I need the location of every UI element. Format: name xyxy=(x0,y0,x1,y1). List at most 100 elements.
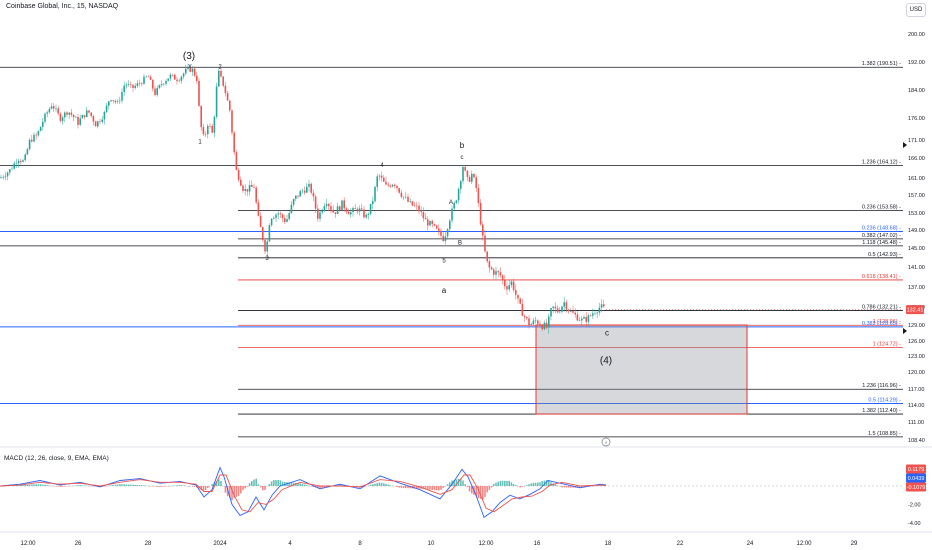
macd-hist-bar xyxy=(125,484,128,486)
macd-hist-bar xyxy=(303,484,306,486)
candle-body xyxy=(323,206,326,211)
candle-body xyxy=(105,105,108,112)
fib-label-11: 1.236 (116.96) - xyxy=(862,383,901,389)
macd-hist-bar xyxy=(376,483,378,486)
lightning-icon xyxy=(601,437,611,447)
candle-body xyxy=(578,320,581,322)
macd-hist-bar xyxy=(413,486,416,489)
time-tick-12: 12:00 xyxy=(796,541,812,547)
candle-body xyxy=(314,196,317,209)
candle-body xyxy=(50,106,53,109)
candle-body xyxy=(33,134,35,142)
candle-body xyxy=(114,100,117,103)
macd-hist-bar xyxy=(24,484,26,486)
macd-hist-bar xyxy=(471,486,473,494)
macd-hist-bar xyxy=(418,486,420,489)
candle-body xyxy=(473,173,475,178)
candle-body xyxy=(26,149,29,155)
candle-body xyxy=(490,267,493,270)
axis-marker-icon xyxy=(903,328,907,334)
macd-hist-bar xyxy=(449,482,451,486)
macd-hist-bar xyxy=(521,486,524,487)
candle-body xyxy=(110,100,112,102)
macd-hist-bar xyxy=(341,484,343,486)
candle-body xyxy=(583,317,585,319)
candle-body xyxy=(75,116,77,118)
macd-hist-bar xyxy=(275,480,277,486)
candle-body xyxy=(81,115,84,119)
macd-hist-bar xyxy=(136,484,139,486)
candle-body xyxy=(229,100,231,111)
macd-hist-bar xyxy=(48,485,51,486)
macd-hist-bar xyxy=(550,482,552,486)
macd-hist-bar xyxy=(539,482,541,486)
candle-body xyxy=(112,100,114,101)
wave-label-8: A xyxy=(449,200,453,206)
candle-body xyxy=(303,190,306,193)
macd-hist-bar xyxy=(26,484,29,486)
candle-body xyxy=(108,101,110,106)
macd-hist-bar xyxy=(273,480,275,486)
candle-body xyxy=(200,105,202,128)
time-tick-5: 8 xyxy=(358,541,362,547)
candle-body xyxy=(418,205,420,212)
macd-hist-bar xyxy=(248,483,251,486)
time-tick-3: 2024 xyxy=(213,541,227,547)
macd-hist-bar xyxy=(431,486,433,490)
macd-hist-bar xyxy=(336,484,339,486)
candle-body xyxy=(455,200,458,204)
candle-body xyxy=(345,208,348,212)
candle-body xyxy=(369,203,372,214)
macd-hist-bar xyxy=(532,482,535,486)
candle-body xyxy=(220,70,222,77)
candle-body xyxy=(42,121,44,127)
price-tick-8: 153.00 xyxy=(908,211,925,217)
candle-body xyxy=(121,92,123,101)
candle-body xyxy=(149,76,152,80)
candle-body xyxy=(251,185,253,187)
candle-body xyxy=(242,185,244,191)
macd-hist-bar xyxy=(429,486,431,490)
fib-label-4: 1.118 (145.48) - xyxy=(862,240,901,246)
candle-body xyxy=(554,306,557,309)
candle-body xyxy=(156,87,158,95)
macd-hist-bar xyxy=(200,486,202,490)
candle-body xyxy=(499,272,502,276)
macd-hist-bar xyxy=(528,484,530,486)
candle-body xyxy=(308,183,310,187)
macd-hist-bar xyxy=(435,486,438,491)
candle-body xyxy=(235,152,238,170)
candle-body xyxy=(11,168,13,170)
candle-body xyxy=(134,85,136,88)
currency-button[interactable]: USD xyxy=(906,3,926,17)
candle-body xyxy=(90,112,92,116)
candle-body xyxy=(508,285,510,290)
wave-label-10: 5 xyxy=(442,258,446,264)
candle-body xyxy=(312,192,315,197)
candle-body xyxy=(471,173,473,182)
candle-body xyxy=(310,183,312,193)
candle-body xyxy=(295,195,297,199)
candle-body xyxy=(442,235,444,242)
candle-body xyxy=(411,201,414,206)
candle-body xyxy=(158,85,161,88)
candle-body xyxy=(541,325,543,330)
candle-body xyxy=(88,110,90,113)
macd-hist-bar xyxy=(251,481,253,486)
candle-body xyxy=(504,279,506,287)
macd-hist-bar xyxy=(323,486,326,488)
macd-title: MACD (12, 26, close, 9, EMA, EMA) xyxy=(4,455,109,462)
candle-body xyxy=(598,307,601,313)
candle-body xyxy=(213,116,216,133)
candle-body xyxy=(127,84,130,85)
candle-body xyxy=(486,251,488,262)
macd-hist-bar xyxy=(127,484,130,486)
macd-hist-bar xyxy=(229,486,231,499)
macd-hist-bar xyxy=(325,486,328,488)
macd-hist-bar xyxy=(224,486,227,493)
macd-hist-bar xyxy=(534,482,537,486)
candle-body xyxy=(64,112,66,118)
candle-body xyxy=(356,208,359,212)
